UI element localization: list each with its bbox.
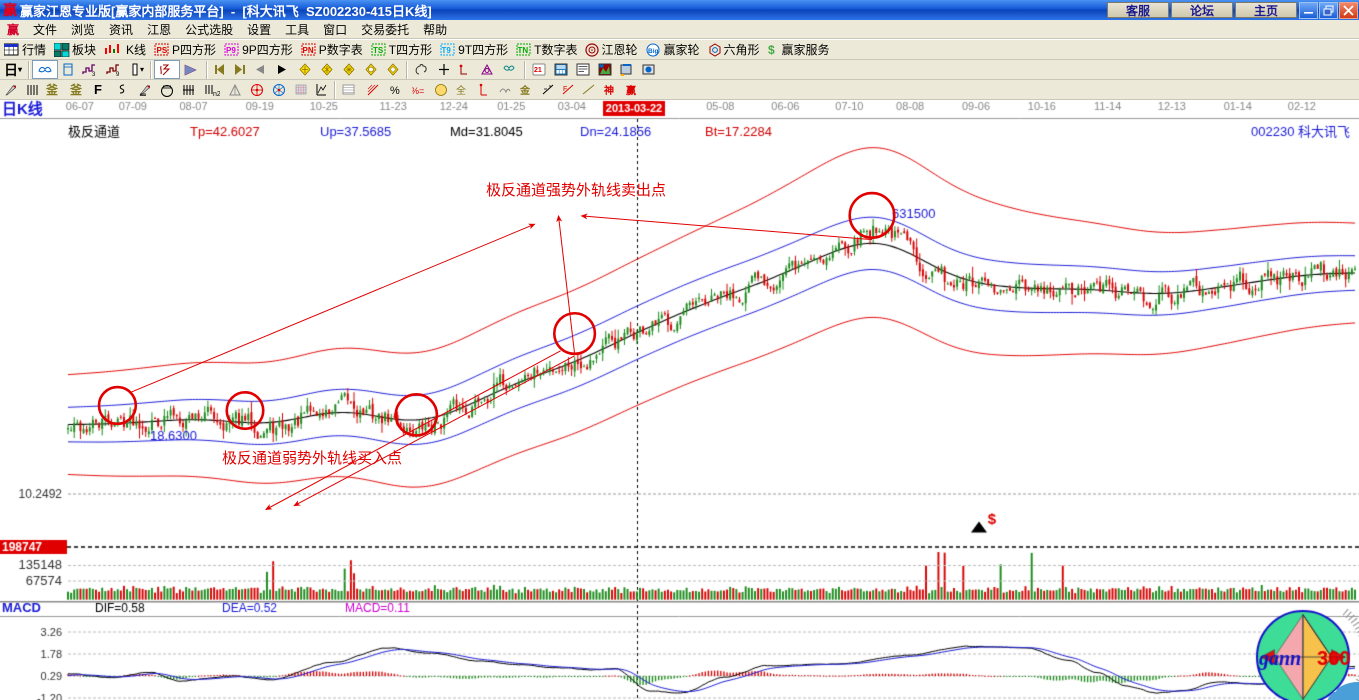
svg-text:T9: T9: [442, 46, 452, 55]
svg-text:F: F: [94, 83, 102, 97]
svg-text:釜: 釜: [46, 83, 59, 97]
svg-text:TN: TN: [518, 46, 529, 55]
svg-text:TS: TS: [373, 46, 384, 55]
svg-text:3: 3: [92, 72, 96, 77]
svg-text:赢: 赢: [626, 84, 636, 97]
svg-text:21: 21: [534, 67, 542, 74]
svg-text:F: F: [563, 86, 567, 93]
svg-text:全: 全: [456, 84, 466, 97]
svg-text:PS: PS: [157, 46, 168, 55]
svg-text:$: $: [768, 43, 775, 57]
svg-text:Big: Big: [648, 48, 659, 55]
svg-text:%=: %=: [412, 86, 424, 96]
svg-text:n2: n2: [213, 91, 220, 97]
svg-text:釜: 釜: [70, 83, 83, 97]
svg-text:9: 9: [116, 72, 120, 77]
svg-text:神: 神: [604, 84, 614, 97]
svg-text:金: 金: [520, 84, 531, 97]
svg-text:PN: PN: [302, 46, 313, 55]
svg-text:%: %: [390, 85, 400, 97]
svg-text:P9: P9: [226, 46, 236, 55]
